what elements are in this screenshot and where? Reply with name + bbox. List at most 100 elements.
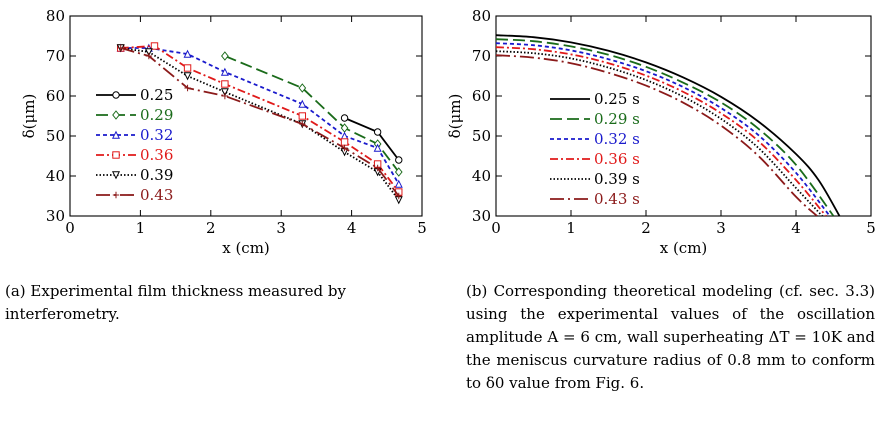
panel-a-ytick-label: 60	[46, 87, 65, 105]
panel-a-series-4	[116, 44, 403, 205]
panel-a-legend-marker	[112, 151, 120, 159]
panel-b-ytick-label: 80	[472, 7, 491, 25]
panel-b-legend-label: 0.29 s	[594, 110, 640, 128]
panel-b-ytick-label: 30	[472, 207, 491, 225]
panel-a-data-point	[373, 128, 382, 136]
panel-a-data-point	[298, 112, 307, 120]
panel-a-legend-label: 0.32	[140, 126, 173, 144]
panel-a-series-1	[221, 51, 403, 177]
panel-a-data-point	[221, 51, 229, 61]
panel-b-legend-label: 0.36 s	[594, 150, 640, 168]
panel-b-chart: 0 1 2 3 4 5 30 40 50 60 70 80 x (cm) δ(μm) 0.25 s 0.29 …	[446, 7, 875, 257]
panel-a-series-line	[120, 45, 400, 193]
panel-b-series-4	[496, 50, 823, 216]
panel-b-legend-label: 0.25 s	[594, 90, 640, 108]
panel-a-data-point	[340, 138, 349, 146]
panel-b-series-2	[496, 42, 831, 216]
panel-a-ytick-label: 70	[46, 47, 65, 65]
panel-a-data-point	[373, 143, 382, 152]
panel-a-data-point	[183, 64, 192, 72]
panel-a-ytick-label: 50	[46, 127, 65, 145]
panel-b-series-0	[496, 34, 841, 216]
panel-b-x-axis-label: x (cm)	[660, 239, 708, 257]
panel-a-data-point	[150, 42, 159, 50]
panel-a-data-point	[340, 114, 349, 122]
panel-a-data-point	[183, 72, 192, 81]
panel-b-legend-label: 0.43 s	[594, 190, 640, 208]
panel-a-legend-label: 0.39	[140, 166, 173, 184]
panel-b-ytick-label: 40	[472, 167, 491, 185]
panel-a-data-point	[220, 67, 229, 76]
panel-a-xtick-label: 2	[206, 219, 216, 237]
panel-b-series-line	[496, 54, 818, 216]
panel-b-legend-label: 0.32 s	[594, 130, 640, 148]
panel-a-data-point	[221, 92, 229, 100]
panel-a-legend-label: 0.29	[140, 106, 173, 124]
panel-a-chart: 0 1 2 3 4 5 30 40 50 60 70 80 x (cm) δ(μm) 0.25 0.29 0.3…	[20, 7, 427, 257]
panel-a-xtick-label: 3	[276, 219, 286, 237]
panel-a-data-point	[299, 120, 306, 128]
panel-a-series-line	[224, 55, 400, 173]
panel-a-xtick-label: 1	[136, 219, 146, 237]
panel-b-series-1	[496, 38, 835, 216]
panel-b-legend-label: 0.39 s	[594, 170, 640, 188]
panel-b-xtick-label: 4	[791, 219, 801, 237]
panel-b-ytick-label: 70	[472, 47, 491, 65]
caption-a: (a) Experimental film thickness measured…	[5, 282, 346, 323]
panel-b-xtick-label: 2	[641, 219, 651, 237]
panel-b-xtick-label: 1	[566, 219, 576, 237]
panel-a-data-point	[144, 48, 153, 57]
panel-a-ytick-label: 40	[46, 167, 65, 185]
panel-a-data-point	[298, 83, 307, 93]
panel-a-xtick-label: 0	[65, 219, 75, 237]
panel-a-y-axis-label: δ(μm)	[20, 94, 38, 139]
panel-a-data-point	[117, 44, 124, 52]
panel-a-data-point	[183, 49, 192, 58]
panel-b-series-line	[496, 34, 841, 216]
panel-a-legend-marker	[111, 171, 121, 180]
panel-b-series-3	[496, 46, 827, 216]
panel-a-legend-label: 0.36	[140, 146, 173, 164]
panel-b-y-axis-label: δ(μm)	[446, 94, 464, 139]
panel-b-xtick-label: 0	[491, 219, 501, 237]
panel-b-series-line	[496, 46, 827, 216]
panel-b-series-line	[496, 50, 823, 216]
panel-a-xtick-label: 4	[347, 219, 357, 237]
panel-a-legend-marker	[112, 91, 120, 99]
panel-b-plot-frame	[495, 15, 872, 217]
panel-a-series-line	[120, 47, 400, 201]
panel-a-series-0	[340, 114, 403, 164]
panel-a-data-point	[374, 164, 381, 172]
panel-a-x-axis-label: x (cm)	[222, 239, 270, 257]
panel-b-series-line	[496, 42, 831, 216]
panel-b-ytick-label: 50	[472, 127, 491, 145]
panel-b-xtick-label: 3	[716, 219, 726, 237]
panel-b-series-line	[496, 38, 835, 216]
panel-a-ytick-label: 30	[46, 207, 65, 225]
panel-a-legend-label: 0.25	[140, 86, 173, 104]
panel-b-ytick-label: 60	[472, 87, 491, 105]
panel-a-data-point	[394, 179, 403, 188]
panel-a-legend-marker	[112, 191, 120, 199]
panel-a-data-point	[395, 192, 402, 200]
panel-a-series-5	[117, 44, 402, 200]
panel-a-data-point	[395, 156, 403, 164]
panel-a-data-point	[298, 99, 307, 108]
panel-a-legend-label: 0.43	[140, 186, 173, 204]
panel-a-series-line	[120, 47, 400, 197]
panel-a-data-point	[221, 80, 229, 88]
panel-b-series-5	[496, 54, 818, 216]
panel-a-data-point	[220, 88, 229, 97]
panel-a-data-point	[184, 84, 191, 92]
panel-a-ytick-label: 80	[46, 7, 65, 25]
panel-a-xtick-label: 5	[417, 219, 427, 237]
panel-a-legend-marker	[111, 130, 121, 139]
panel-a-series-line	[120, 47, 400, 185]
panel-a-plot-frame	[69, 15, 423, 217]
panel-a-data-point	[145, 52, 153, 60]
panel-b-xtick-label: 5	[866, 219, 875, 237]
panel-a-data-point	[341, 144, 348, 152]
panel-a-legend-marker	[112, 110, 120, 120]
panel-a-data-point	[394, 167, 403, 177]
caption-b: (b) Corresponding theoretical modeling (…	[466, 282, 875, 392]
